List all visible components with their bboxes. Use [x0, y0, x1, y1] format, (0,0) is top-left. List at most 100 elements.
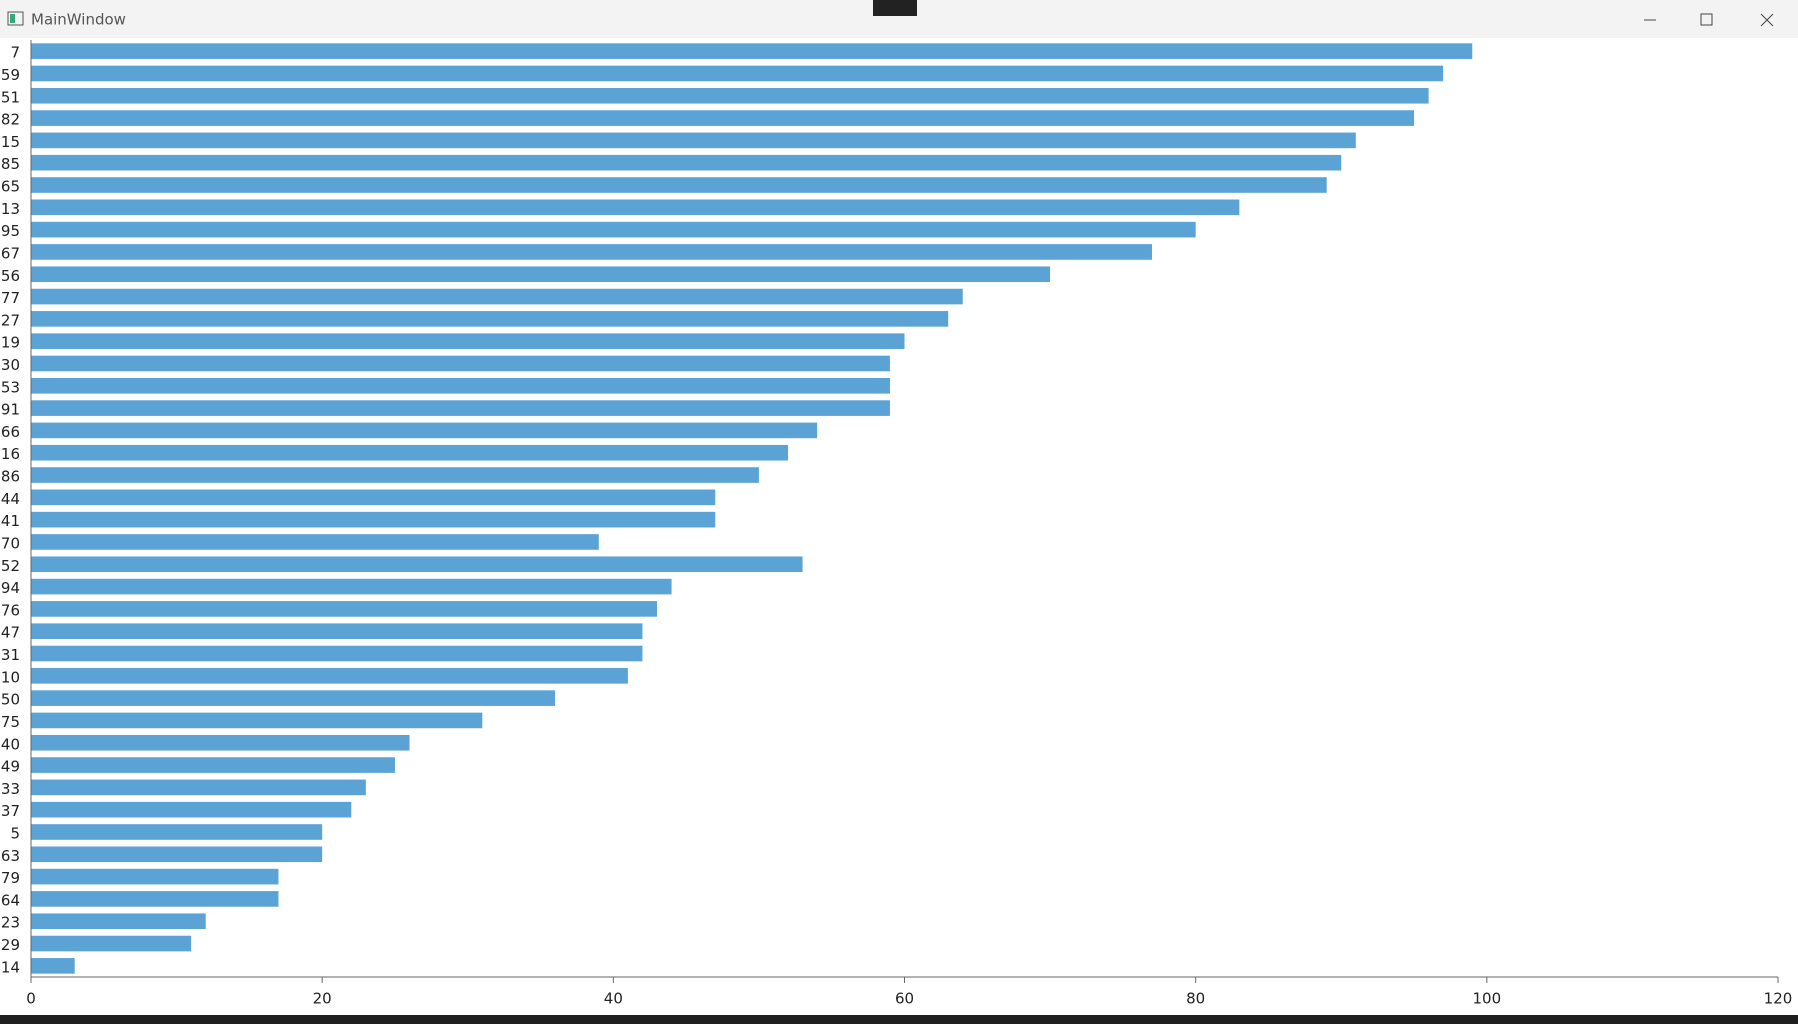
y-tick-label: 16: [1, 445, 20, 463]
bar: [31, 266, 1051, 283]
y-tick-label: 56: [1, 267, 20, 285]
taskbar-strip: [0, 1015, 1798, 1024]
plot: 7 59 51 82 15 85 65 13 95 67 56 77 27 19 30 53 91 66 16 86 4…: [1, 40, 1792, 1008]
bar: [31, 333, 905, 349]
y-tick-label: 50: [1, 691, 20, 709]
y-tick-label: 66: [1, 423, 20, 441]
bar: [31, 734, 410, 751]
y-tick-label: 79: [1, 869, 20, 887]
y-tick-label: 70: [1, 534, 20, 552]
x-tick-label: 0: [26, 990, 36, 1008]
bar: [31, 132, 1356, 149]
x-tick-label: 100: [1473, 990, 1502, 1008]
window-title: MainWindow: [31, 11, 126, 29]
bar: [31, 511, 716, 528]
bar: [31, 244, 1152, 260]
bar: [31, 824, 323, 840]
y-tick-label: 95: [1, 222, 20, 240]
bar: [31, 645, 643, 662]
y-tick-label: 67: [1, 244, 20, 262]
bar: [31, 757, 395, 773]
bar: [31, 467, 759, 483]
app-icon: [7, 11, 24, 26]
y-tick-label: 44: [1, 490, 20, 508]
bar: [31, 556, 803, 573]
x-tick-label: 80: [1186, 990, 1205, 1008]
y-tick-label: 65: [1, 178, 20, 196]
y-tick-label: 52: [1, 557, 20, 575]
y-tick-label: 13: [1, 200, 20, 218]
y-tick-label: 14: [1, 958, 20, 976]
bar: [31, 801, 352, 818]
bar: [31, 779, 366, 796]
bar: [31, 110, 1415, 126]
y-tick-label: 94: [1, 579, 20, 597]
y-tick-label: 41: [1, 512, 20, 530]
bar: [31, 690, 556, 706]
y-tick-label: 30: [1, 356, 20, 374]
bar: [31, 891, 279, 907]
bar: [31, 868, 279, 885]
y-tick-label: 49: [1, 758, 20, 776]
bar: [31, 444, 789, 461]
y-tick-label: 51: [1, 88, 20, 106]
bar: [31, 489, 716, 506]
x-tick-label: 20: [313, 990, 332, 1008]
bar: [31, 846, 323, 863]
bar: [31, 935, 192, 952]
bar: [31, 623, 643, 640]
y-tick-label: 86: [1, 468, 20, 486]
bar: [31, 311, 949, 327]
bar: [31, 601, 658, 617]
y-tick-label: 40: [1, 735, 20, 753]
bar: [31, 578, 672, 595]
y-tick-label: 85: [1, 155, 20, 173]
y-tick-label: 10: [1, 668, 20, 686]
y-tick-label: 82: [1, 111, 20, 129]
y-tick-label: 31: [1, 646, 20, 664]
y-tick-label: 76: [1, 601, 20, 619]
y-tick-label: 7: [10, 44, 20, 62]
bar: [31, 154, 1342, 171]
y-tick-label: 77: [1, 289, 20, 307]
bar: [31, 712, 483, 729]
y-tick-label: 37: [1, 802, 20, 820]
bar: [31, 913, 206, 930]
maximize-button[interactable]: [1700, 13, 1713, 26]
y-tick-label: 63: [1, 847, 20, 865]
x-tick-label: 60: [895, 990, 914, 1008]
bar: [31, 87, 1429, 104]
snap-handle: [873, 0, 917, 16]
bar: [31, 422, 818, 439]
bar: [31, 377, 890, 394]
bar: [31, 43, 1473, 59]
close-button[interactable]: [1760, 13, 1774, 27]
bar: [31, 288, 963, 305]
bar: [31, 534, 599, 550]
x-tick-label: 40: [604, 990, 623, 1008]
y-tick-label: 29: [1, 936, 20, 954]
bar: [31, 355, 890, 372]
bar: [31, 221, 1196, 238]
y-tick-label: 53: [1, 378, 20, 396]
y-tick-label: 23: [1, 914, 20, 932]
y-tick-label: 33: [1, 780, 20, 798]
y-tick-label: 59: [1, 66, 20, 84]
app-icon-inner: [10, 14, 15, 23]
x-tick-label: 120: [1764, 990, 1793, 1008]
y-tick-label: 27: [1, 311, 20, 329]
y-tick-label: 19: [1, 334, 20, 352]
bar: [31, 668, 628, 684]
bar: [31, 177, 1327, 193]
y-tick-label: 15: [1, 133, 20, 151]
bar: [31, 199, 1240, 216]
bar: [31, 65, 1444, 82]
y-tick-label: 64: [1, 891, 20, 909]
bar: [31, 400, 890, 416]
y-tick-label: 47: [1, 624, 20, 642]
bar: [31, 958, 75, 974]
y-tick-label: 75: [1, 713, 20, 731]
y-tick-label: 5: [10, 824, 20, 842]
